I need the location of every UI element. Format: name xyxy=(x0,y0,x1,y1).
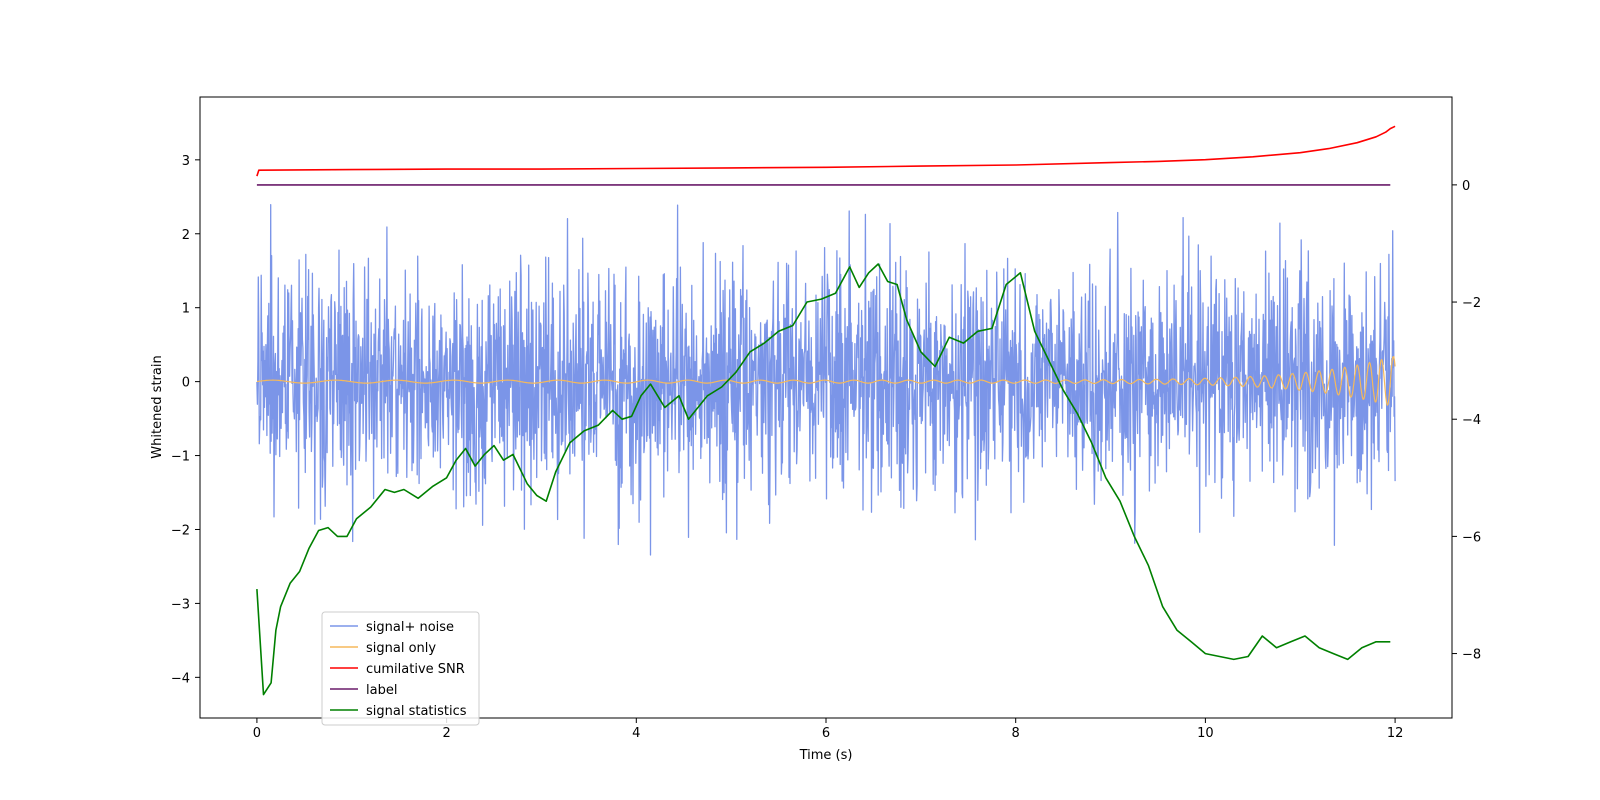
series-line-signal-statistics xyxy=(256,263,1391,696)
y-axis-label: Whitened strain xyxy=(150,355,165,458)
x-axis-label: Time (s) xyxy=(799,748,853,763)
x-axis: 0 2 4 6 8 10 12 xyxy=(253,718,1404,741)
legend: signal+ noise signal only cumilative SNR la… xyxy=(321,611,480,726)
x-tick-label: 8 xyxy=(1012,726,1020,741)
y2-tick-label: 0 xyxy=(1462,179,1470,194)
legend-label: signal statistics xyxy=(366,704,467,719)
y-tick-label: −2 xyxy=(171,523,190,538)
y-tick-label: −4 xyxy=(171,671,190,686)
legend-box xyxy=(321,611,480,726)
x-tick-label: 4 xyxy=(632,726,640,741)
series-line-signal-only xyxy=(256,356,1396,406)
y-axis-left: 3 2 1 0 −1 −2 −3 −4 xyxy=(171,154,200,686)
y-axis-right: 0 −2 −4 −6 −8 xyxy=(1452,179,1481,663)
y2-tick-label: −8 xyxy=(1462,648,1481,663)
y-tick-label: −3 xyxy=(171,597,190,612)
x-tick-label: 12 xyxy=(1387,726,1404,741)
legend-label: cumilative SNR xyxy=(366,662,465,677)
plot-area xyxy=(256,125,1396,696)
x-tick-label: 2 xyxy=(442,726,450,741)
y-tick-label: −1 xyxy=(171,450,190,465)
y2-tick-label: −4 xyxy=(1462,413,1481,428)
x-tick-label: 6 xyxy=(822,726,830,741)
x-tick-label: 0 xyxy=(253,726,261,741)
legend-label: signal+ noise xyxy=(366,620,454,635)
legend-label: label xyxy=(366,683,397,698)
x-tick-label: 10 xyxy=(1197,726,1214,741)
y2-tick-label: −2 xyxy=(1462,296,1481,311)
y-tick-label: 2 xyxy=(182,228,190,243)
y-tick-label: 0 xyxy=(182,376,190,391)
y2-tick-label: −6 xyxy=(1462,530,1481,545)
series-line-cumilative-snr xyxy=(256,125,1396,177)
legend-label: signal only xyxy=(366,641,436,656)
y-tick-label: 3 xyxy=(182,154,190,169)
y-tick-label: 1 xyxy=(182,302,190,317)
